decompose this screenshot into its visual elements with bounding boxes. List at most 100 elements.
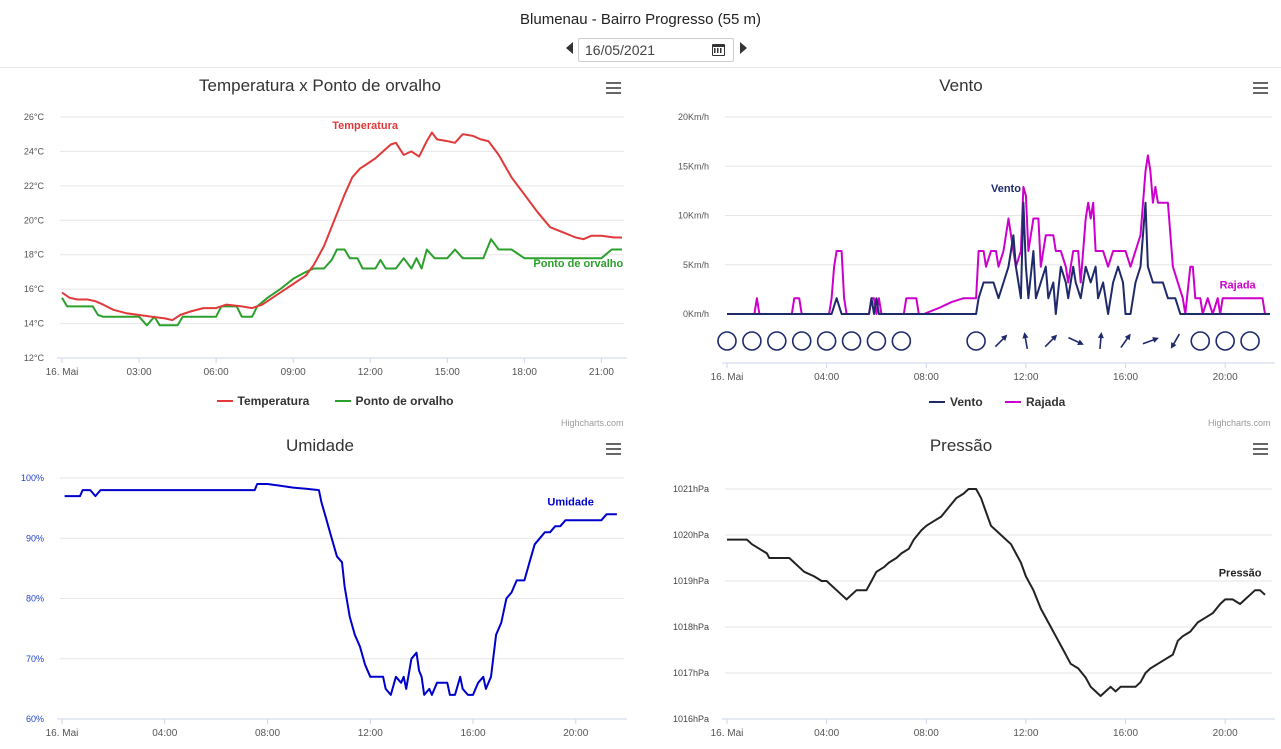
x-tick-label: 15:00	[435, 367, 460, 378]
temp-credits-link[interactable]: Highcharts.com	[561, 418, 624, 428]
wind-calm-marker	[1190, 331, 1211, 351]
y-tick-label: 22°C	[24, 181, 45, 191]
wind-calm-marker	[1215, 331, 1235, 351]
umidade-series-line[interactable]	[64, 483, 617, 696]
x-tick-label: 08:00	[255, 728, 280, 739]
temp-chart-svg: 12°C 14°C 16°C 18°C 20°C 22°C 24°C 26°C 16. Mai 0…	[24, 112, 627, 378]
temp-chart: Temperatura x Ponto de orvalho Highcharts…	[0, 68, 640, 428]
legend-swatch	[216, 399, 233, 402]
x-tick-label: 12:00	[358, 728, 383, 739]
legend-item-rajada[interactable]: Rajada	[1005, 395, 1065, 409]
x-tick-label: 20:00	[1213, 372, 1238, 383]
x-tick-label: 03:00	[127, 367, 152, 378]
x-tick-label: 18:00	[512, 367, 537, 378]
x-tick-label: 16:00	[1113, 372, 1138, 383]
wind-chart-svg: 0Km/h 5Km/h 10Km/h 15Km/h 20Km/h 16. Mai 04:00…	[678, 112, 1275, 383]
y-tick-label: 20°C	[24, 215, 45, 225]
ponto-de-orvalho-series-line[interactable]	[61, 238, 622, 327]
temp-chart-title: Temperatura x Ponto de orvalho	[199, 76, 441, 95]
wind-credits-link[interactable]: Highcharts.com	[1208, 418, 1271, 428]
legend-swatch	[334, 399, 351, 402]
series-data-label: Rajada	[1220, 279, 1257, 291]
wind-direction-arrow	[1097, 332, 1104, 350]
y-tick-label: 1021hPa	[673, 484, 709, 494]
wind-chart-menu-icon[interactable]	[1253, 82, 1268, 94]
y-tick-label: 0Km/h	[683, 309, 709, 319]
series-data-label: Ponto de orvalho	[533, 258, 623, 270]
pres-chart-menu-icon[interactable]	[1253, 443, 1268, 455]
y-tick-label: 1019hPa	[673, 576, 709, 586]
wind-direction-arrow	[1170, 333, 1181, 349]
legend-swatch	[929, 400, 945, 403]
vento-series-line[interactable]	[727, 201, 1270, 315]
legend-item-temperatura[interactable]: Temperatura	[216, 394, 309, 408]
wind-direction-arrow	[1068, 336, 1084, 345]
y-tick-label: 1018hPa	[673, 622, 709, 632]
y-tick-label: 90%	[26, 533, 44, 543]
wind-calm-marker	[742, 331, 762, 351]
legend-label: Vento	[950, 395, 983, 409]
y-tick-label: 18°C	[24, 250, 45, 260]
wind-chart: Vento Highcharts.com 0Km/h 5Km/h 10Km/h 15Km/…	[641, 68, 1281, 428]
pres-chart-svg: 1016hPa 1017hPa 1018hPa 1019hPa 1020hPa 1021h…	[673, 484, 1275, 739]
legend-item-ponto-de-orvalho[interactable]: Ponto de orvalho	[334, 394, 454, 408]
date-picker[interactable]	[578, 38, 734, 62]
wind-calm-marker	[767, 331, 787, 351]
y-tick-label: 1017hPa	[673, 668, 709, 678]
y-tick-label: 24°C	[24, 146, 45, 156]
y-tick-label: 5Km/h	[683, 260, 709, 270]
y-tick-label: 26°C	[24, 112, 45, 122]
wind-direction-arrow	[994, 334, 1008, 348]
y-tick-label: 10Km/h	[678, 211, 709, 221]
hum-chart-svg: 60% 70% 80% 90% 100% 16. Mai 04:00 08:00 12:00 16…	[21, 473, 627, 739]
calendar-icon[interactable]	[712, 44, 725, 56]
wind-calm-marker	[1240, 331, 1260, 351]
x-tick-label: 21:00	[589, 367, 614, 378]
x-tick-label: 08:00	[914, 728, 939, 739]
y-tick-label: 1016hPa	[673, 714, 709, 724]
series-data-label: Vento	[991, 183, 1021, 195]
wind-chart-title: Vento	[939, 76, 983, 95]
x-tick-label: 16:00	[1113, 728, 1138, 739]
series-data-label: Pressão	[1219, 567, 1262, 579]
pres-chart-title: Pressão	[929, 436, 993, 455]
legend-label: Rajada	[1026, 395, 1066, 409]
x-tick-label: 16:00	[460, 728, 485, 739]
station-title: Blumenau - Bairro Progresso (55 m)	[520, 11, 761, 28]
next-day-button[interactable]	[740, 42, 747, 54]
x-tick-label: 16. Mai	[711, 728, 744, 739]
date-input[interactable]	[585, 42, 705, 58]
legend-label: Ponto de orvalho	[355, 394, 454, 408]
y-tick-label: 70%	[26, 654, 44, 664]
hum-chart-menu-icon[interactable]	[606, 443, 621, 455]
x-tick-label: 20:00	[1213, 728, 1238, 739]
wind-direction-arrow	[1142, 337, 1159, 345]
hum-chart: Umidade 60% 70% 80% 90% 100% 16. Mai 04:00 08:00…	[0, 428, 640, 749]
x-tick-label: 16. Mai	[46, 728, 79, 739]
header: Blumenau - Bairro Progresso (55 m)	[0, 0, 1281, 68]
x-tick-label: 09:00	[281, 367, 306, 378]
x-tick-label: 16. Mai	[711, 372, 744, 383]
series-data-label: Temperatura	[332, 120, 399, 132]
y-tick-label: 100%	[21, 473, 44, 483]
previous-day-button[interactable]	[566, 42, 573, 54]
pres-chart: Pressão 1016hPa 1017hPa 1018hPa 1019hPa 1020h…	[641, 428, 1281, 749]
x-tick-label: 04:00	[814, 372, 839, 383]
x-tick-label: 12:00	[358, 367, 383, 378]
rajada-series-line[interactable]	[727, 154, 1270, 315]
x-tick-label: 04:00	[152, 728, 177, 739]
temperatura-series-line[interactable]	[61, 131, 622, 322]
series-data-label: Umidade	[547, 497, 593, 509]
wind-direction-arrow	[1044, 334, 1058, 348]
y-tick-label: 20Km/h	[678, 112, 709, 122]
y-tick-label: 15Km/h	[678, 161, 709, 171]
wind-direction-arrow	[1120, 333, 1131, 349]
hum-chart-title: Umidade	[285, 436, 355, 455]
wind-calm-marker	[891, 331, 912, 351]
presso-series-line[interactable]	[727, 488, 1266, 697]
legend-item-vento[interactable]: Vento	[929, 395, 983, 409]
y-tick-label: 80%	[26, 594, 44, 604]
x-tick-label: 12:00	[1013, 372, 1038, 383]
temp-chart-menu-icon[interactable]	[606, 82, 621, 94]
y-tick-label: 12°C	[24, 353, 45, 363]
